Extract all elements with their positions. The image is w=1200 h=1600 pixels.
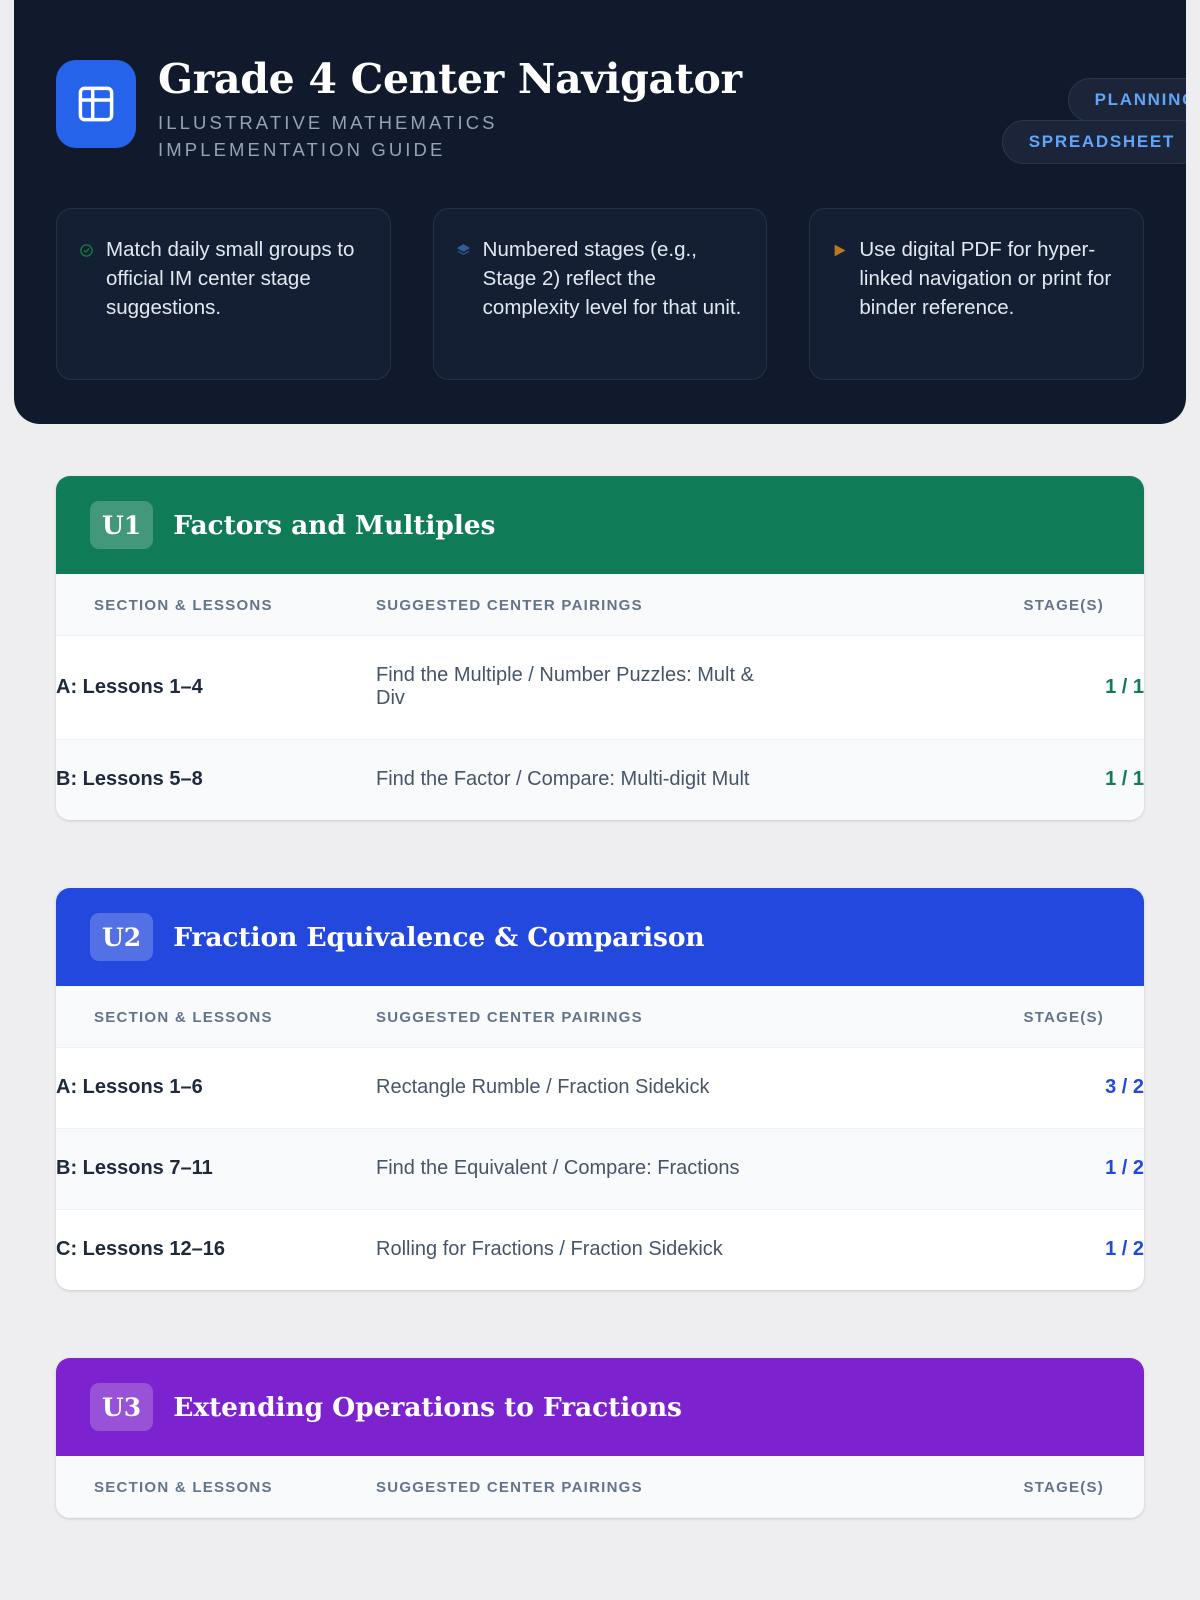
cell-pairings: Find the Factor / Compare: Multi-digit M…: [376, 768, 750, 791]
unit-table: SECTION & LESSONS SUGGESTED CENTER PAIRI…: [56, 1456, 1144, 1519]
table-layout-icon: [74, 82, 118, 126]
table-body: A: Lessons 1–4 Find the Multiple / Numbe…: [56, 636, 1144, 821]
unit-header: U2 Fraction Equivalence & Comparison: [56, 888, 1144, 987]
table-head: SECTION & LESSONS SUGGESTED CENTER PAIRI…: [56, 986, 1144, 1049]
table-row[interactable]: A: Lessons 1–4 Find the Multiple / Numbe…: [56, 636, 1144, 740]
unit-card-u1: U1 Factors and Multiples SECTION & LESSO…: [56, 476, 1144, 821]
table-row[interactable]: B: Lessons 5–8 Find the Factor / Compare…: [56, 739, 1144, 821]
badge-spreadsheet[interactable]: SPREADSHEET: [1001, 120, 1186, 164]
info-card-text: Match daily small groups to official IM …: [106, 238, 355, 320]
cell-pairings: Rectangle Rumble / Fraction Sidekick: [376, 1076, 710, 1099]
cell-stages: 1 / 2: [1105, 1157, 1144, 1180]
table-head: SECTION & LESSONS SUGGESTED CENTER PAIRI…: [56, 574, 1144, 637]
column-header-section: SECTION & LESSONS: [56, 1456, 376, 1519]
cell-stages: 1 / 1: [1105, 768, 1144, 791]
check-circle-icon: [79, 243, 94, 258]
cell-stages: 1 / 1: [1105, 675, 1144, 698]
info-card-match-groups: Match daily small groups to official IM …: [56, 208, 391, 381]
title-block: Grade 4 Center Navigator ILLUSTRATIVE MA…: [158, 56, 1144, 164]
badge-planning[interactable]: PLANNING: [1067, 78, 1186, 122]
cell-pairings: Find the Multiple / Number Puzzles: Mult…: [376, 664, 754, 710]
unit-card-u3: U3 Extending Operations to Fractions SEC…: [56, 1358, 1144, 1519]
info-card-text: Use digital PDF for hyper-linked navigat…: [859, 238, 1112, 320]
cell-stages: 1 / 2: [1105, 1238, 1144, 1261]
column-header-section: SECTION & LESSONS: [56, 574, 376, 637]
info-card-digital-pdf: Use digital PDF for hyper-linked navigat…: [809, 208, 1145, 381]
unit-card-list: U1 Factors and Multiples SECTION & LESSO…: [0, 424, 1200, 1519]
column-header-stages: STAGE(S): [760, 986, 1144, 1049]
cell-section: B: Lessons 7–11: [56, 1157, 213, 1180]
cell-pairings: Find the Equivalent / Compare: Fractions: [376, 1157, 740, 1180]
cell-section: A: Lessons 1–4: [56, 675, 203, 698]
column-header-pairings: SUGGESTED CENTER PAIRINGS: [376, 986, 760, 1049]
table-row[interactable]: A: Lessons 1–6 Rectangle Rumble / Fracti…: [56, 1048, 1144, 1129]
unit-title: Factors and Multiples: [173, 509, 496, 541]
table-header-row: SECTION & LESSONS SUGGESTED CENTER PAIRI…: [56, 574, 1144, 637]
cell-section: A: Lessons 1–6: [56, 1076, 203, 1099]
page-title: Grade 4 Center Navigator: [158, 55, 742, 103]
unit-card-u2: U2 Fraction Equivalence & Comparison SEC…: [56, 888, 1144, 1291]
info-card-numbered-stages: Numbered stages (e.g., Stage 2) reflect …: [432, 208, 768, 381]
unit-table: SECTION & LESSONS SUGGESTED CENTER PAIRI…: [56, 574, 1144, 821]
column-header-stages: STAGE(S): [760, 1456, 1144, 1519]
table-head: SECTION & LESSONS SUGGESTED CENTER PAIRI…: [56, 1456, 1144, 1519]
column-header-stages: STAGE(S): [760, 574, 1144, 637]
unit-title: Extending Operations to Fractions: [173, 1391, 682, 1423]
header-top-row: Grade 4 Center Navigator ILLUSTRATIVE MA…: [56, 56, 1186, 164]
unit-header: U1 Factors and Multiples: [56, 476, 1144, 575]
unit-code-chip: U1: [90, 501, 154, 550]
info-card-row: Match daily small groups to official IM …: [56, 208, 1145, 381]
table-header-row: SECTION & LESSONS SUGGESTED CENTER PAIRI…: [56, 1456, 1144, 1519]
page-header: Grade 4 Center Navigator ILLUSTRATIVE MA…: [14, 0, 1186, 425]
cell-section: B: Lessons 5–8: [56, 768, 203, 791]
unit-code-chip: U3: [90, 1383, 154, 1432]
table-body: A: Lessons 1–6 Rectangle Rumble / Fracti…: [56, 1048, 1144, 1291]
unit-table: SECTION & LESSONS SUGGESTED CENTER PAIRI…: [56, 986, 1144, 1290]
cell-section: C: Lessons 12–16: [56, 1238, 225, 1261]
cell-stages: 3 / 2: [1105, 1076, 1144, 1099]
column-header-pairings: SUGGESTED CENTER PAIRINGS: [376, 574, 760, 637]
unit-title: Fraction Equivalence & Comparison: [173, 921, 705, 953]
unit-header: U3 Extending Operations to Fractions: [56, 1358, 1144, 1457]
layers-stack-icon: [456, 243, 471, 258]
unit-code-chip: U2: [90, 913, 154, 962]
page-subtitle: ILLUSTRATIVE MATHEMATICS IMPLEMENTATION …: [158, 112, 498, 161]
column-header-pairings: SUGGESTED CENTER PAIRINGS: [376, 1456, 760, 1519]
info-card-text: Numbered stages (e.g., Stage 2) reflect …: [482, 238, 742, 320]
table-row[interactable]: B: Lessons 7–11 Find the Equivalent / Co…: [56, 1128, 1144, 1210]
header-badge-group: PLANNING SPREADSHEET: [894, 78, 1186, 164]
cell-pairings: Rolling for Fractions / Fraction Sidekic…: [376, 1238, 723, 1261]
app-logo: [56, 60, 136, 148]
table-row[interactable]: C: Lessons 12–16 Rolling for Fractions /…: [56, 1210, 1144, 1291]
play-pointer-icon: [832, 243, 847, 258]
table-header-row: SECTION & LESSONS SUGGESTED CENTER PAIRI…: [56, 986, 1144, 1049]
column-header-section: SECTION & LESSONS: [56, 986, 376, 1049]
